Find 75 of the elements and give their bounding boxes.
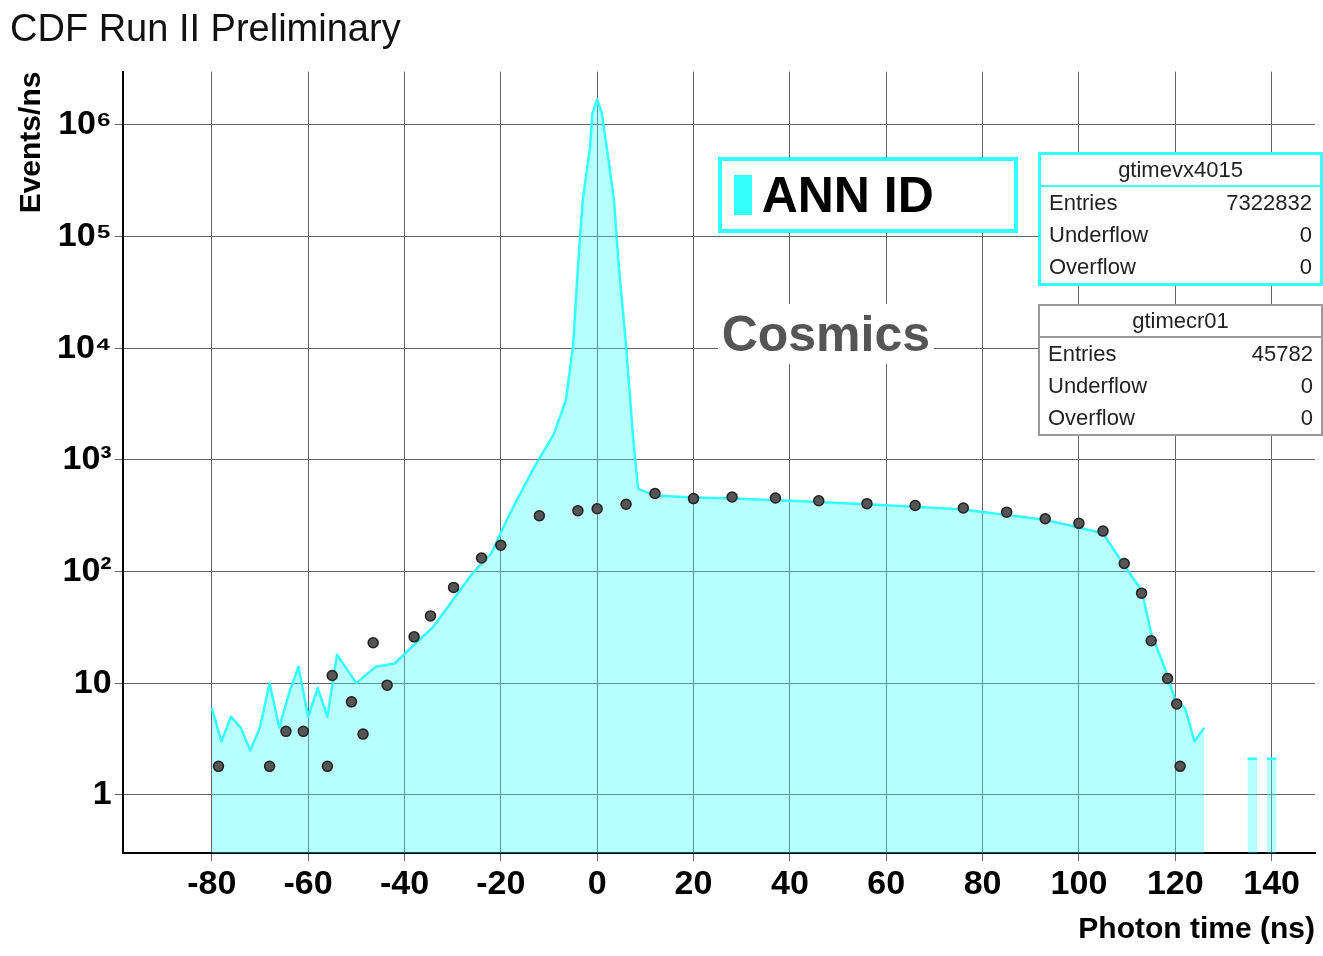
- point: [408, 631, 420, 643]
- point: [345, 696, 358, 708]
- point: [1000, 506, 1013, 518]
- point: [297, 725, 310, 738]
- annotation: 0: [1299, 222, 1312, 248]
- annotation: gtimevx4015: [1041, 155, 1320, 187]
- point: [263, 760, 276, 773]
- x-tick-label: 0: [587, 862, 607, 901]
- x-tick-label: 40: [770, 862, 809, 901]
- x-axis-title: Photon time (ns): [1078, 911, 1315, 945]
- annotation: Overflow: [1048, 405, 1135, 431]
- annotation: 45782: [1251, 341, 1313, 367]
- point: [1039, 512, 1051, 525]
- y-tick-label: 10: [73, 661, 112, 700]
- x-tick-label: -40: [379, 862, 430, 901]
- point: [813, 495, 825, 507]
- point: [1097, 525, 1109, 537]
- x-tick-label: -80: [187, 862, 237, 901]
- y-tick-label: 1: [92, 773, 112, 812]
- point: [957, 502, 970, 514]
- x-tick-label: 100: [1050, 862, 1108, 901]
- point: [1135, 587, 1148, 599]
- point: [769, 492, 782, 504]
- annotation: 0: [1299, 254, 1312, 280]
- point: [591, 502, 603, 515]
- x-tick-label: -60: [283, 862, 333, 901]
- point: [280, 725, 292, 738]
- point: [1161, 672, 1174, 685]
- point: [1145, 634, 1157, 647]
- annotation: Entries: [1049, 190, 1118, 216]
- x-tick-label: 120: [1146, 862, 1204, 901]
- annotation: 0: [1300, 373, 1313, 399]
- point: [687, 492, 700, 505]
- annotation: Overflow: [1049, 254, 1136, 280]
- x-tick-label: 20: [674, 862, 713, 901]
- legend-label: ANN ID: [761, 166, 934, 223]
- point: [620, 498, 632, 511]
- y-tick-label: 10⁶: [58, 103, 112, 142]
- point: [381, 679, 393, 691]
- point: [495, 539, 507, 551]
- point: [447, 581, 460, 594]
- point: [475, 552, 488, 564]
- x-tick-label: 60: [867, 862, 906, 901]
- point: [212, 760, 225, 773]
- point: [726, 491, 738, 503]
- point: [367, 637, 379, 649]
- x-tick-label: 140: [1243, 862, 1301, 901]
- y-tick-label: 10⁵: [57, 214, 112, 253]
- y-tick-label: 10⁴: [57, 326, 112, 365]
- point: [1174, 760, 1186, 773]
- point: [861, 497, 873, 510]
- point: [649, 487, 661, 500]
- point: [357, 728, 369, 740]
- x-tick-label: -20: [476, 862, 526, 901]
- point: [909, 499, 921, 512]
- chart-title: CDF Run II Preliminary: [10, 7, 401, 50]
- annotation: Underflow: [1049, 222, 1149, 248]
- y-tick-label: 10³: [62, 438, 112, 477]
- point: [1170, 698, 1183, 710]
- x-tick-label: 80: [963, 862, 1002, 901]
- point: [1073, 517, 1085, 530]
- text: Cosmics: [717, 303, 935, 364]
- annotation: Underflow: [1048, 373, 1148, 399]
- annotation: 7322832: [1226, 190, 1312, 216]
- point: [424, 610, 437, 622]
- y-axis-title: Events/ns: [13, 71, 47, 214]
- point: [321, 760, 334, 773]
- annotation: 0: [1300, 405, 1313, 431]
- point: [326, 669, 338, 682]
- point: [1118, 557, 1130, 570]
- annotation: Entries: [1048, 341, 1117, 367]
- point: [572, 505, 584, 517]
- y-tick-label: 10²: [62, 549, 112, 588]
- point: [533, 509, 546, 522]
- annotation: gtimecr01: [1040, 306, 1321, 338]
